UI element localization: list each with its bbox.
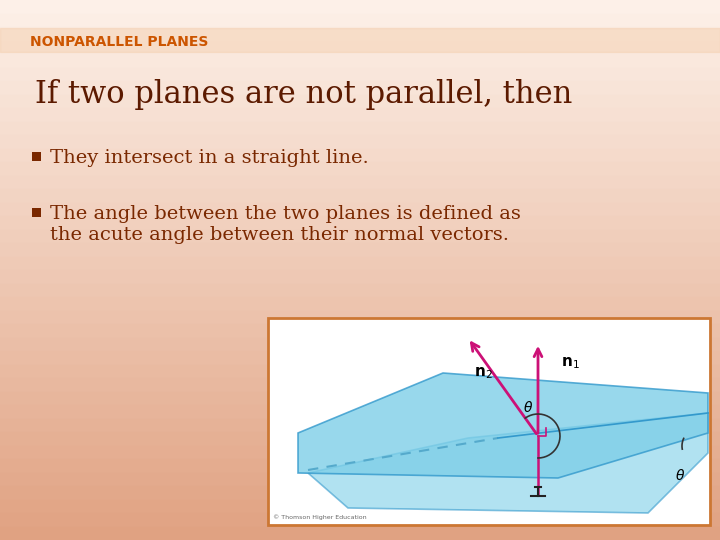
Text: $\mathbf{n}_1$: $\mathbf{n}_1$ — [561, 355, 580, 371]
Bar — [32, 208, 41, 217]
Text: The angle between the two planes is defined as: The angle between the two planes is defi… — [50, 205, 521, 223]
Bar — [32, 152, 41, 161]
Text: If two planes are not parallel, then: If two planes are not parallel, then — [35, 79, 572, 111]
Text: $\theta$: $\theta$ — [675, 469, 685, 483]
Text: NONPARALLEL PLANES: NONPARALLEL PLANES — [30, 35, 208, 49]
Text: © Thomson Higher Education: © Thomson Higher Education — [273, 515, 366, 520]
Text: $\mathbf{n}_2$: $\mathbf{n}_2$ — [474, 365, 492, 381]
Polygon shape — [298, 373, 708, 478]
Text: $\theta$: $\theta$ — [523, 401, 533, 415]
Polygon shape — [308, 413, 708, 513]
Bar — [268, 318, 710, 525]
Text: They intersect in a straight line.: They intersect in a straight line. — [50, 149, 369, 167]
Text: the acute angle between their normal vectors.: the acute angle between their normal vec… — [50, 226, 509, 244]
